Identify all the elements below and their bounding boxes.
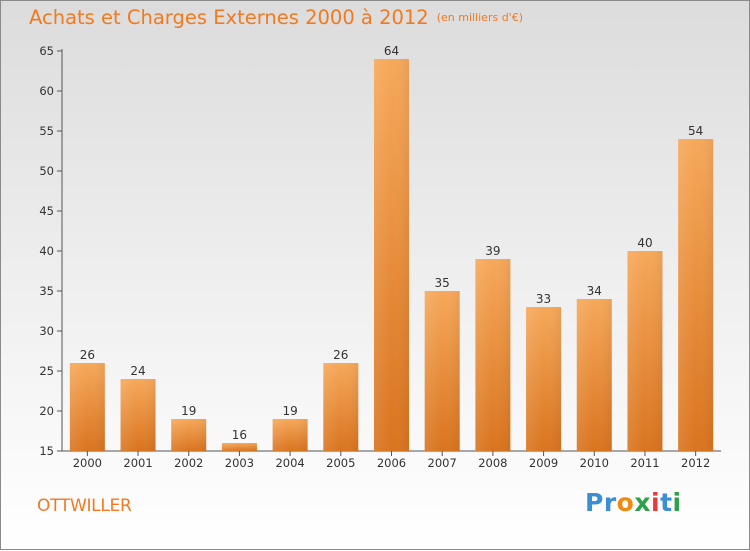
bar-value-label: 34	[587, 284, 602, 298]
bar-shade	[69, 363, 105, 451]
x-tick-label: 2005	[326, 456, 355, 470]
x-tick-label: 2008	[478, 456, 507, 470]
bar-value-label: 16	[232, 428, 247, 442]
bar-shade	[627, 251, 663, 451]
x-tick-label: 2007	[428, 456, 457, 470]
x-tick-label: 2006	[377, 456, 406, 470]
x-tick-label: 2009	[529, 456, 558, 470]
title-unit: (en milliers d'€)	[436, 11, 523, 24]
y-tick-label: 55	[39, 124, 54, 138]
bar-shade	[526, 307, 562, 451]
bar-value-label: 19	[282, 404, 297, 418]
bar-shade	[424, 291, 460, 451]
y-tick-label: 20	[39, 404, 54, 418]
bar-value-label: 64	[384, 44, 399, 58]
title-text: Achats et Charges Externes 2000 à 2012	[29, 6, 429, 29]
y-tick-label: 25	[39, 364, 54, 378]
bar-shade	[678, 139, 714, 451]
x-tick-label: 2003	[225, 456, 254, 470]
logo-letter: o	[616, 488, 635, 517]
bar-value-label: 33	[536, 292, 551, 306]
y-tick-label: 60	[39, 84, 54, 98]
x-tick-label: 2002	[174, 456, 203, 470]
proxiti-logo[interactable]: Proxiti	[585, 488, 682, 517]
x-tick-label: 2004	[275, 456, 304, 470]
bar-value-label: 54	[688, 124, 703, 138]
y-tick-label: 35	[39, 284, 54, 298]
y-tick-label: 50	[39, 164, 54, 178]
bar-shade	[475, 259, 511, 451]
bar-shade	[576, 299, 612, 451]
bar-shade	[221, 443, 257, 451]
bar-value-label: 40	[637, 236, 652, 250]
x-tick-label: 2012	[681, 456, 710, 470]
bar-shade	[323, 363, 359, 451]
logo-letter: r	[603, 488, 617, 517]
location-name: OTTWILLER	[37, 496, 132, 516]
x-tick-label: 2001	[123, 456, 152, 470]
bar-shade	[120, 379, 156, 451]
bar-value-label: 19	[181, 404, 196, 418]
bar-value-label: 26	[333, 348, 348, 362]
x-tick-label: 2011	[630, 456, 659, 470]
y-tick-label: 30	[39, 324, 54, 338]
y-tick-label: 65	[39, 44, 54, 58]
labels-group: 26 2000 24 2001 19 2002 16 2003 19 2004 26 2005 64 20…	[73, 44, 711, 470]
x-tick-label: 2000	[73, 456, 102, 470]
y-tick-label: 45	[39, 204, 54, 218]
bar-value-label: 35	[435, 276, 450, 290]
bar-value-label: 24	[130, 364, 145, 378]
logo-letter: i	[651, 488, 661, 517]
bar-shade	[374, 59, 409, 451]
logo-letter: i	[672, 488, 682, 517]
logo-letter: x	[634, 488, 651, 517]
bar-shade	[272, 419, 308, 451]
bars-group	[69, 59, 714, 451]
logo-letter: t	[660, 488, 673, 517]
bar-shade	[171, 419, 207, 451]
y-tick-label: 40	[39, 244, 54, 258]
bar-value-label: 39	[485, 244, 500, 258]
x-tick-label: 2010	[580, 456, 609, 470]
y-tick-label: 15	[39, 444, 54, 458]
logo-letter: P	[585, 488, 604, 517]
chart-title: Achats et Charges Externes 2000 à 2012 (e…	[29, 6, 523, 29]
bar-value-label: 26	[80, 348, 95, 362]
